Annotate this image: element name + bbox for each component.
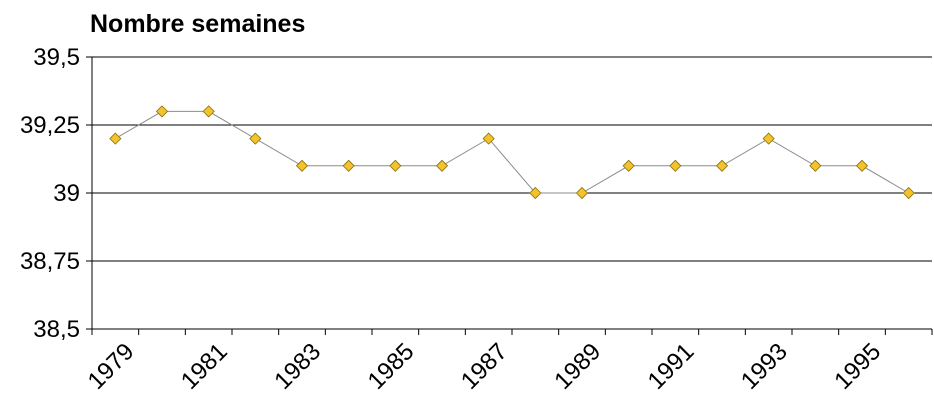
x-tick-label-5: 1989 [549,338,606,394]
y-tick-label-1: 38,75 [20,248,80,275]
y-tick-label-0: 38,5 [33,316,80,343]
data-point-1979 [109,132,122,145]
data-point-1996 [902,186,915,200]
data-point-1987 [482,132,495,145]
chart-title: Nombre semaines [90,10,306,38]
x-tick-label-7: 1993 [736,338,793,394]
data-point-1981 [202,105,215,118]
data-point-1985 [389,159,402,172]
data-point-1991 [669,159,682,172]
data-point-1986 [435,159,449,172]
x-tick-label-3: 1985 [363,338,420,394]
x-tick-label-1: 1981 [176,338,233,394]
data-point-1989 [575,186,589,200]
data-point-1995 [855,159,869,172]
x-tick-label-0: 1979 [83,338,140,394]
data-point-1980 [155,105,169,118]
data-point-1993 [762,132,775,145]
data-point-1988 [529,186,542,200]
x-tick-label-8: 1995 [829,338,886,394]
y-tick-label-2: 39 [53,180,80,207]
data-point-1984 [342,159,355,172]
data-point-1982 [249,132,262,145]
data-point-1994 [809,159,822,172]
x-tick-label-4: 1987 [456,338,513,394]
series-line-0 [115,110,909,194]
x-tick-label-2: 1983 [269,338,326,394]
x-tick-label-6: 1991 [643,338,700,394]
data-point-1992 [715,159,729,172]
data-point-1983 [295,159,309,172]
y-tick-label-3: 39,25 [20,112,80,139]
y-tick-label-4: 39,5 [33,44,80,71]
data-point-1990 [622,159,635,172]
